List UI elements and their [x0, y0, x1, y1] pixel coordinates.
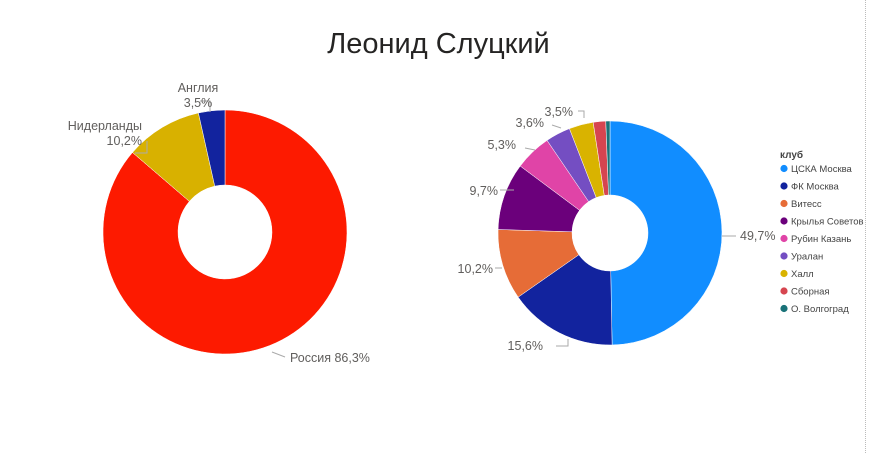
legend-item-4[interactable]: Рубин Казань [791, 234, 851, 245]
legend-marker-2[interactable] [780, 199, 788, 208]
data-label-1-4-label: 5,3% [488, 138, 517, 152]
legend: клуб ЦСКА Москва ФК Москва Витесс Крылья Сов… [780, 149, 864, 315]
data-label-1-1-label: 15,6% [508, 339, 543, 353]
data-label-0-2-label: 3,5% [184, 96, 213, 110]
legend-title: клуб [780, 149, 803, 161]
leader-line-0-2 [200, 100, 211, 112]
leader-line-1-4 [524, 147, 536, 151]
data-label-1-0-label: 49,7% [740, 229, 775, 243]
pie-slice-1-8[interactable] [605, 120, 611, 196]
data-label-0-0-label: Россия 86,3% [290, 351, 370, 365]
legend-item-6[interactable]: Халл [791, 269, 814, 280]
pie-slice-0-2[interactable] [198, 109, 226, 187]
legend-marker-1[interactable] [780, 182, 788, 190]
legend-marker-4[interactable] [780, 234, 788, 243]
divider-line [865, 0, 866, 453]
legend-item-0[interactable]: ЦСКА Москва [791, 164, 853, 175]
data-label-1-5-label: 3,6% [516, 116, 545, 130]
data-label-0-1-label: 10,2% [107, 134, 142, 148]
legend-item-2[interactable]: Витесс [791, 199, 822, 210]
data-label-1-3-label: 9,7% [470, 184, 499, 198]
data-label-0-1-name: Нидерланды [68, 119, 142, 133]
legend-item-1[interactable]: ФК Москва [791, 182, 840, 193]
leader-line-1-6 [578, 110, 585, 118]
leader-line-1-1 [556, 339, 569, 347]
legend-marker-7[interactable] [780, 287, 788, 295]
legend-marker-3[interactable] [780, 217, 788, 225]
data-label-0-2-name: Англия [178, 81, 219, 95]
leader-line-0-1 [135, 141, 148, 154]
legend-marker-6[interactable] [780, 269, 788, 278]
data-label-1-6-label: 3,5% [545, 105, 574, 119]
pie-chart-clubs: 49,7% 15,6% 10,2% 9,7% 5,3% 3,6%3,5% [458, 105, 776, 353]
pie-slice-1-0[interactable] [609, 120, 723, 346]
legend-item-7[interactable]: Сборная [791, 287, 830, 298]
chart-title: Леонид Слуцкий [327, 28, 550, 60]
legend-marker-8[interactable] [780, 304, 788, 313]
legend-item-8[interactable]: О. Волгоград [791, 304, 849, 315]
leader-line-1-5 [551, 124, 562, 129]
legend-marker-5[interactable] [780, 252, 788, 260]
legend-item-3[interactable]: Крылья Советов [791, 217, 864, 228]
legend-item-5[interactable]: Уралан [791, 252, 823, 263]
pie-slice-0-0[interactable] [102, 109, 348, 355]
pie-slice-1-1[interactable] [517, 254, 613, 346]
data-label-1-2-label: 10,2% [458, 262, 493, 276]
legend-marker-0[interactable] [780, 164, 788, 173]
leader-line-0-0 [271, 351, 286, 358]
